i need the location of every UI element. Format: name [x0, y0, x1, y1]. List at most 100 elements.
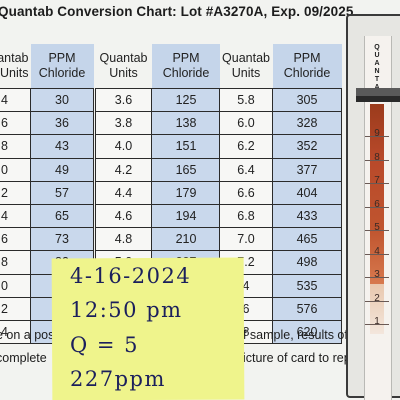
strip-scale-number: 2	[374, 292, 380, 304]
strip-scale-number: 3	[374, 269, 380, 280]
quantab-units-cell: 4.6	[95, 203, 152, 228]
quantab-units-cell: .2	[0, 180, 31, 205]
ppm-chloride-cell: 210	[151, 227, 221, 251]
footer-line-1-left: e on a post	[0, 328, 58, 342]
strip-tick	[365, 324, 389, 325]
note-quantab: Q = 5	[70, 333, 140, 357]
strip-label-letter: N	[374, 68, 380, 75]
ppm-chloride-cell: 404	[272, 180, 342, 205]
quantab-units-cell: 6.0	[219, 111, 273, 135]
ppm-chloride-cell: 194	[151, 203, 221, 228]
strip-scale-number: 5	[374, 222, 380, 233]
note-result: 227ppm	[70, 367, 166, 391]
table-row: 4.2 165	[95, 157, 221, 182]
ppm-chloride-header: PPM Chloride	[30, 44, 94, 89]
ppm-chloride-cell: 125	[151, 87, 221, 112]
table-row: .049	[0, 157, 94, 182]
strip-scale-number: 6	[374, 198, 380, 210]
ppm-chloride-cell: 151	[151, 134, 221, 159]
ppm-chloride-cell: 433	[272, 203, 342, 228]
ppm-chloride-cell: 352	[272, 134, 342, 159]
quantab-units-cell: 6.4	[219, 157, 273, 182]
strip-scale-number: 9	[374, 128, 380, 139]
ppm-chloride-cell: 165	[151, 157, 221, 182]
ppm-chloride-cell: 30	[30, 87, 94, 112]
quantab-units-cell: 6.8	[219, 203, 273, 228]
strip-scale-number: 8	[374, 151, 380, 163]
strip-tick	[365, 230, 389, 231]
quantab-units-cell: .8	[0, 134, 31, 159]
ppm-chloride-cell: 498	[272, 250, 342, 274]
strip-cap	[356, 88, 400, 96]
strip-label-letter: U	[374, 52, 380, 59]
quantab-units-cell: .0	[0, 273, 31, 298]
table-row: 3.6 125	[95, 87, 221, 112]
quantab-units-cell: 6.6	[219, 180, 273, 205]
table-row: .430	[0, 87, 94, 112]
ppm-chloride-cell: 465	[272, 227, 342, 251]
titration-column	[370, 104, 384, 284]
ppm-chloride-cell: 305	[272, 87, 342, 112]
ppm-chloride-cell: 377	[272, 157, 342, 182]
strip-label-letter: A	[374, 60, 380, 67]
strip-tick	[365, 183, 389, 184]
quantab-units-cell: 4.4	[95, 180, 152, 205]
footer-line-2-left: complete	[0, 351, 47, 365]
strip-tick	[365, 136, 389, 137]
table-row: 7.0 465	[219, 227, 342, 251]
table-row: 6.0 328	[219, 111, 342, 135]
note-date: 4-16-2024	[70, 264, 192, 288]
quantab-units-cell: .4	[0, 87, 31, 112]
strip-scale-number: 4	[374, 245, 380, 257]
ppm-chloride-cell: 57	[30, 180, 94, 205]
ppm-chloride-cell: 43	[30, 134, 94, 159]
ppm-chloride-header: PPM Chloride	[151, 44, 221, 89]
strip-tick	[365, 206, 389, 208]
table-row: 6.6 404	[219, 180, 342, 205]
quantab-units-cell: 5.8	[219, 87, 273, 112]
quantab-units-cell: .6	[0, 111, 31, 135]
table-row: 6.4 377	[219, 157, 342, 182]
ppm-chloride-cell: 535	[272, 273, 342, 298]
ppm-chloride-cell: 179	[151, 180, 221, 205]
quantab-units-cell: 6.2	[219, 134, 273, 159]
table-row: .636	[0, 111, 94, 135]
strip-tick	[365, 253, 389, 255]
strip-tick	[365, 159, 389, 161]
strip-cap-band	[356, 96, 400, 102]
quantab-units-cell: 4.0	[95, 134, 152, 159]
quantab-units-cell: 3.8	[95, 111, 152, 135]
ppm-chloride-cell: 620	[272, 319, 342, 345]
note-time: 12:50 pm	[70, 298, 183, 322]
quantab-units-cell: .6	[0, 227, 31, 251]
strip-label-letter: Q	[374, 44, 380, 51]
quantab-units-cell: 4.2	[95, 157, 152, 182]
table-row: 4.6 194	[95, 203, 221, 228]
strip-tick	[365, 300, 389, 302]
quantab-units-cell: .0	[0, 157, 31, 182]
table-row: .843	[0, 134, 94, 159]
ppm-chloride-cell: 328	[272, 111, 342, 135]
table-row: 4.0 151	[95, 134, 221, 159]
table-row: 6.8 433	[219, 203, 342, 228]
table-row: 5.8 305	[219, 87, 342, 112]
chart-title: Quantab Conversion Chart: Lot #A3270A, E…	[0, 4, 354, 19]
quantab-units-cell: .4	[0, 319, 31, 345]
bleached-zone	[370, 284, 384, 334]
strip-scale-number: 1	[374, 316, 380, 327]
quantab-units-cell: 7.0	[219, 227, 273, 251]
table-row: 6.2 352	[219, 134, 342, 159]
table-row: 3.8 138	[95, 111, 221, 135]
quantab-units-cell: .2	[0, 296, 31, 321]
quantab-units-cell: 3.6	[95, 87, 152, 112]
strip-label-letter: A	[369, 84, 385, 92]
ppm-chloride-cell: 576	[272, 296, 342, 321]
conversion-table-3: Quantab Units PPM Chloride 5.8 305 6.0 328 6.2…	[219, 44, 342, 345]
table-row: .673	[0, 227, 94, 251]
strip-label-letter: T	[374, 76, 380, 83]
quantab-units-cell: .4	[0, 203, 31, 228]
ppm-chloride-header: PPM Chloride	[272, 44, 342, 89]
table-row: 4.8 210	[95, 227, 221, 251]
